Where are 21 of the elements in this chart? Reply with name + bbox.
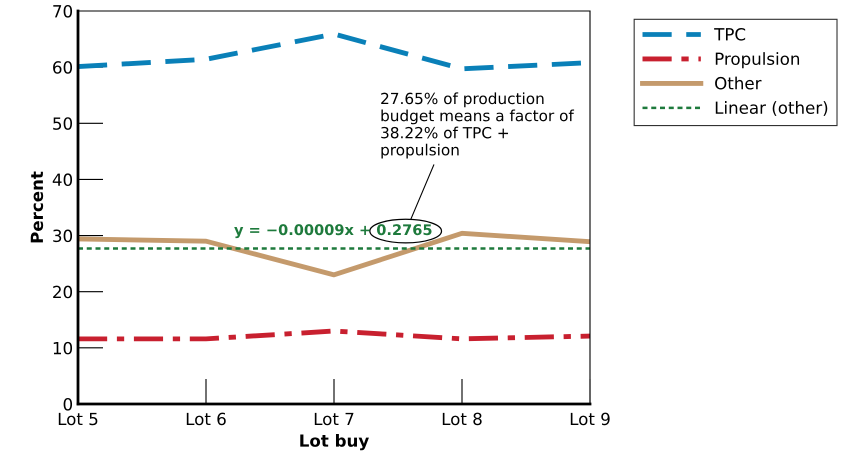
x-tick-label: Lot 6 — [186, 412, 226, 426]
x-tick-label: Lot 7 — [314, 412, 354, 426]
y-tick-label: 20 — [53, 286, 72, 298]
annotation: y = −0.00009x + 0.2765 — [234, 224, 432, 238]
y-tick-label: 30 — [53, 230, 72, 242]
x-tick-label: Lot 9 — [570, 412, 610, 426]
y-tick-label: 50 — [53, 117, 72, 130]
legend-label: TPC — [714, 28, 746, 41]
legend-label: Other — [715, 76, 762, 90]
y-tick-label: 10 — [54, 342, 72, 354]
x-axis-title: Lot buy — [300, 434, 369, 450]
legend-label: Propulsion — [716, 52, 800, 68]
y-tick-label: 60 — [53, 61, 72, 74]
x-tick-label: Lot 8 — [442, 412, 482, 426]
y-axis-title: Percent — [30, 172, 44, 242]
y-tick-label: 0 — [64, 398, 72, 411]
y-tick-label: 40 — [52, 173, 72, 186]
annotation: 27.65% of production budget means a factor of 38.22% of TPC + propulsion — [381, 92, 574, 159]
x-tick-label: Lot 5 — [58, 412, 98, 426]
legend-label: Linear (other) — [716, 101, 828, 116]
y-tick-label: 70 — [53, 4, 72, 18]
